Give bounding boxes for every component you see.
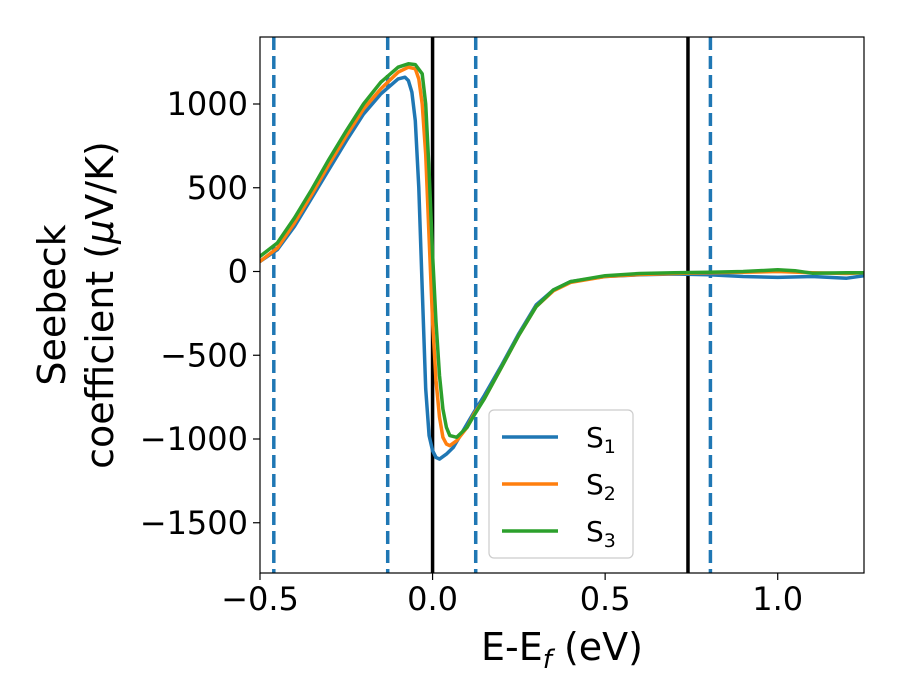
legend: S1 S2 S3 (488, 409, 634, 559)
y-tick-label: −500 (160, 336, 248, 374)
y-tick-label: −1000 (140, 420, 248, 458)
y-axis-ticks: 1000 500 0 −500 −1000 −1500 (140, 85, 260, 542)
series-lines (260, 62, 864, 461)
legend-box (488, 409, 634, 559)
plot-frame (259, 36, 865, 574)
x-tick-label: 0.0 (407, 580, 458, 618)
y-tick-label: 1000 (167, 85, 248, 123)
x-tick-label: 0.5 (580, 580, 631, 618)
y-axis-label: Seebeck coefficient (μV/K) (30, 141, 122, 469)
x-axis-label: E-Ef (eV) (481, 625, 643, 675)
legend-label-s1: S1 (586, 421, 616, 458)
legend-label-s2: S2 (586, 468, 616, 505)
x-tick-label: −0.5 (221, 580, 299, 618)
series-line-s3 (260, 62, 864, 440)
y-tick-label: −1500 (140, 504, 248, 542)
x-axis-ticks: −0.5 0.0 0.5 1.0 (221, 573, 803, 618)
legend-label-s3: S3 (586, 515, 616, 552)
y-tick-label: 500 (187, 169, 248, 207)
y-axis-label-line2: coefficient (μV/K) (78, 141, 122, 469)
x-tick-label: 1.0 (752, 580, 803, 618)
y-tick-label: 0 (228, 253, 248, 291)
series-line-s1 (260, 75, 864, 461)
y-axis-label-line1: Seebeck (30, 224, 74, 385)
